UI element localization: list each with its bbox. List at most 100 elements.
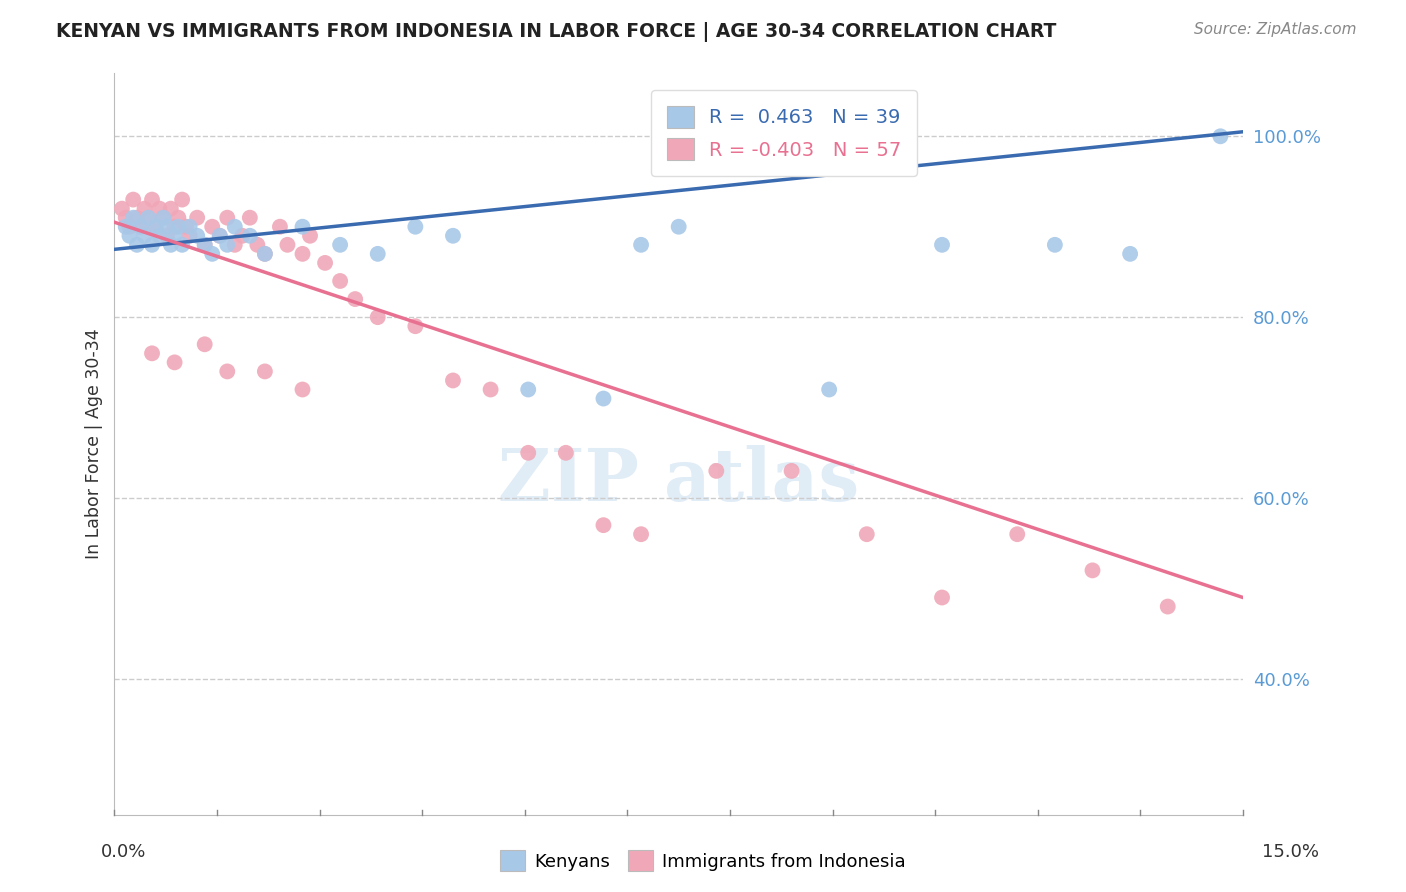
Point <box>160 202 183 216</box>
Point <box>174 219 197 234</box>
Point <box>329 237 352 252</box>
Y-axis label: In Labor Force | Age 30-34: In Labor Force | Age 30-34 <box>86 328 103 559</box>
Point <box>114 211 136 225</box>
Point <box>276 237 298 252</box>
Point <box>194 337 217 351</box>
Point <box>441 228 464 243</box>
Point <box>818 383 841 397</box>
Point <box>329 274 352 288</box>
Point <box>291 247 314 261</box>
Point <box>269 219 291 234</box>
Point <box>224 219 246 234</box>
Point <box>299 228 322 243</box>
Point <box>179 228 201 243</box>
Point <box>156 219 179 234</box>
Point <box>592 518 614 533</box>
Point <box>156 228 179 243</box>
Point <box>441 374 464 388</box>
Point <box>141 346 163 360</box>
Point <box>118 219 141 234</box>
Point <box>517 446 540 460</box>
Point <box>404 219 426 234</box>
Point <box>172 237 194 252</box>
Point <box>246 237 269 252</box>
Point <box>201 219 224 234</box>
Text: 0.0%: 0.0% <box>101 843 146 861</box>
Point <box>114 219 136 234</box>
Point <box>367 310 389 325</box>
Point <box>704 464 727 478</box>
Point <box>148 228 170 243</box>
Point <box>152 211 174 225</box>
Point <box>1007 527 1029 541</box>
Point <box>179 219 201 234</box>
Legend: R =  0.463   N = 39, R = -0.403   N = 57: R = 0.463 N = 39, R = -0.403 N = 57 <box>651 90 917 176</box>
Text: ZIP atlas: ZIP atlas <box>498 445 859 516</box>
Point <box>148 202 170 216</box>
Point <box>194 237 217 252</box>
Point <box>145 219 167 234</box>
Point <box>167 219 190 234</box>
Text: 15.0%: 15.0% <box>1261 843 1319 861</box>
Point <box>111 202 134 216</box>
Point <box>167 211 190 225</box>
Point <box>194 237 217 252</box>
Point <box>314 256 336 270</box>
Legend: Kenyans, Immigrants from Indonesia: Kenyans, Immigrants from Indonesia <box>492 843 914 879</box>
Point <box>253 247 276 261</box>
Point <box>668 219 690 234</box>
Point <box>931 591 953 605</box>
Point <box>152 211 174 225</box>
Point <box>172 193 194 207</box>
Point <box>208 228 231 243</box>
Point <box>217 211 239 225</box>
Point <box>125 237 148 252</box>
Point <box>592 392 614 406</box>
Point <box>239 211 262 225</box>
Point <box>201 247 224 261</box>
Point <box>118 228 141 243</box>
Point <box>630 237 652 252</box>
Text: Source: ZipAtlas.com: Source: ZipAtlas.com <box>1194 22 1357 37</box>
Point <box>141 237 163 252</box>
Point <box>125 211 148 225</box>
Point <box>134 228 156 243</box>
Point <box>129 219 152 234</box>
Point <box>855 527 877 541</box>
Point <box>186 211 208 225</box>
Point <box>217 237 239 252</box>
Point <box>160 237 183 252</box>
Point <box>239 228 262 243</box>
Point <box>780 464 803 478</box>
Point <box>253 247 276 261</box>
Point <box>1043 237 1066 252</box>
Point <box>479 383 502 397</box>
Point <box>231 228 253 243</box>
Point <box>141 193 163 207</box>
Point <box>145 219 167 234</box>
Point <box>134 202 156 216</box>
Point <box>186 228 208 243</box>
Point <box>630 527 652 541</box>
Point <box>291 219 314 234</box>
Point <box>367 247 389 261</box>
Point <box>163 228 186 243</box>
Text: KENYAN VS IMMIGRANTS FROM INDONESIA IN LABOR FORCE | AGE 30-34 CORRELATION CHART: KENYAN VS IMMIGRANTS FROM INDONESIA IN L… <box>56 22 1057 42</box>
Point <box>554 446 576 460</box>
Point <box>217 364 239 378</box>
Point <box>1081 563 1104 577</box>
Point <box>163 219 186 234</box>
Point <box>253 364 276 378</box>
Point <box>344 292 367 306</box>
Point <box>404 319 426 334</box>
Point <box>1209 129 1232 144</box>
Point <box>224 237 246 252</box>
Point <box>517 383 540 397</box>
Point <box>122 193 145 207</box>
Point <box>291 383 314 397</box>
Point <box>136 211 159 225</box>
Point <box>1119 247 1142 261</box>
Point <box>136 211 159 225</box>
Point <box>163 355 186 369</box>
Point <box>1157 599 1180 614</box>
